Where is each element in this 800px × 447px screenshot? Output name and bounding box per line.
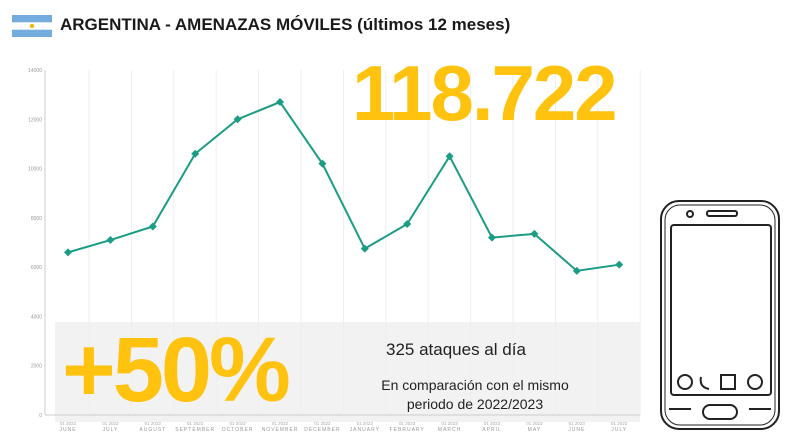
x-tick-year: 01 2023 bbox=[441, 421, 458, 426]
x-tick-label: JUNE bbox=[568, 427, 585, 433]
comparison-line-1: En comparación con el mismo bbox=[381, 377, 569, 393]
argentina-flag-icon bbox=[12, 15, 52, 37]
x-tick-label: AUGUST bbox=[139, 427, 166, 433]
x-tick-label: MAY bbox=[528, 427, 541, 433]
x-tick-label: DECEMBER bbox=[304, 427, 340, 433]
series-line bbox=[67, 100, 620, 272]
data-point bbox=[64, 248, 72, 257]
x-tick-label: SEPTEMBER bbox=[175, 427, 215, 433]
data-point bbox=[530, 229, 539, 238]
attacks-per-day: 325 ataques al día bbox=[386, 340, 526, 359]
data-point bbox=[318, 159, 327, 168]
increase-percentage: +50% bbox=[62, 319, 291, 421]
x-tick-label: JUNE bbox=[59, 427, 76, 433]
data-point bbox=[191, 149, 200, 158]
y-tick-label: 0 bbox=[39, 413, 42, 419]
x-tick-label: JULY bbox=[611, 427, 627, 433]
x-tick-year: 01 2022 bbox=[102, 421, 119, 426]
data-point bbox=[276, 98, 284, 107]
x-tick-year: 01 2023 bbox=[611, 421, 628, 426]
y-tick-label: 4000 bbox=[31, 314, 42, 320]
x-tick-label: NOVEMBER bbox=[262, 427, 299, 433]
page-title: ARGENTINA - AMENAZAS MÓVILES (últimos 12… bbox=[60, 15, 511, 34]
x-tick-year: 01 2022 bbox=[314, 421, 331, 426]
data-point bbox=[572, 266, 581, 275]
y-tick-label: 10000 bbox=[28, 167, 42, 173]
x-tick-year: 01 2023 bbox=[484, 421, 501, 426]
data-point bbox=[403, 220, 412, 229]
data-point bbox=[233, 115, 242, 124]
x-tick-year: 01 2022 bbox=[60, 421, 77, 426]
x-tick-label: JANUARY bbox=[350, 427, 380, 433]
y-tick-label: 14000 bbox=[28, 68, 42, 74]
x-tick-label: MARCH bbox=[438, 427, 461, 433]
phone-illustration bbox=[660, 200, 780, 430]
data-point bbox=[106, 236, 115, 245]
total-threats: 118.722 bbox=[352, 49, 618, 137]
data-point bbox=[488, 233, 496, 242]
data-point bbox=[615, 260, 624, 269]
data-point bbox=[445, 152, 454, 161]
x-tick-year: 01 2022 bbox=[145, 421, 162, 426]
x-tick-year: 01 2023 bbox=[399, 421, 416, 426]
x-tick-year: 01 2023 bbox=[357, 421, 374, 426]
x-tick-year: 01 2023 bbox=[526, 421, 543, 426]
x-tick-label: JULY bbox=[102, 427, 118, 433]
stats-panel bbox=[55, 322, 640, 422]
x-tick-label: OCTOBER bbox=[222, 427, 254, 433]
y-tick-label: 12000 bbox=[28, 117, 42, 123]
x-tick-year: 01 2022 bbox=[272, 421, 289, 426]
y-tick-label: 6000 bbox=[31, 265, 42, 271]
x-tick-year: 01 2022 bbox=[229, 421, 246, 426]
x-tick-label: APRIL bbox=[482, 427, 501, 433]
y-tick-label: 2000 bbox=[31, 364, 42, 370]
x-tick-year: 01 2022 bbox=[187, 421, 204, 426]
data-point bbox=[360, 244, 369, 253]
x-tick-label: FEBRUARY bbox=[390, 427, 425, 433]
data-point bbox=[148, 222, 157, 231]
comparison-line-2: periodo de 2022/2023 bbox=[406, 396, 544, 412]
comparison-text: En comparación con el mismo periodo de 20… bbox=[380, 376, 570, 414]
x-tick-year: 01 2023 bbox=[569, 421, 586, 426]
y-tick-label: 8000 bbox=[31, 216, 42, 222]
